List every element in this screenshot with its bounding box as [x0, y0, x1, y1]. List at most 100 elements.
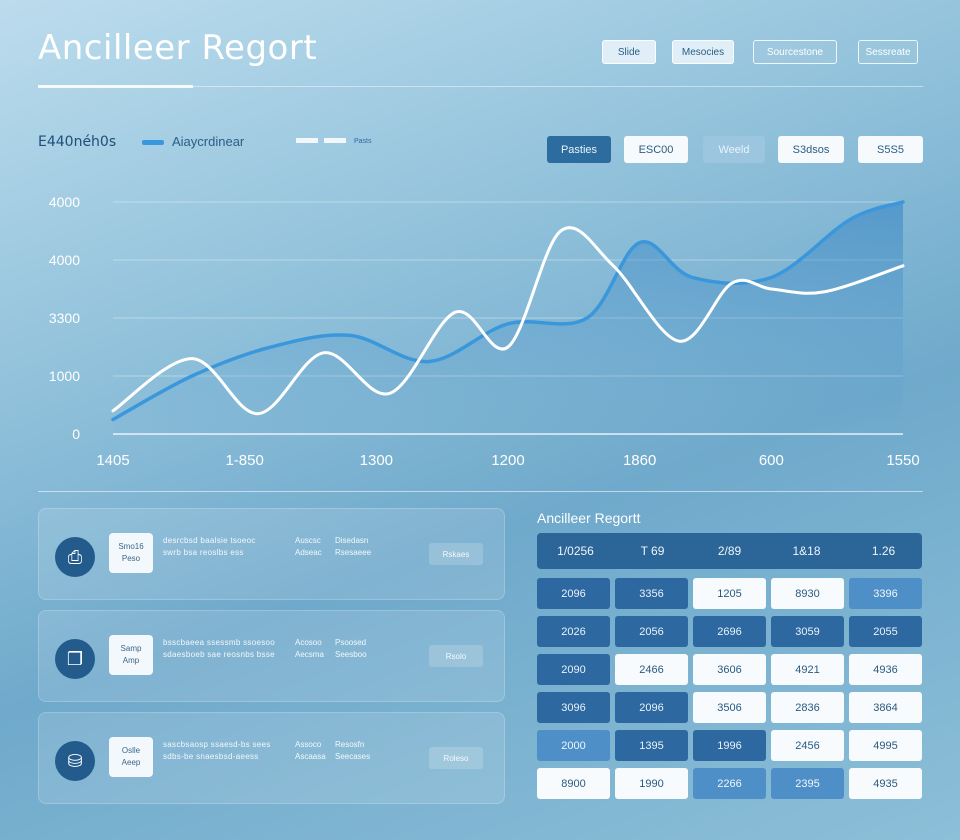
table-cell[interactable]: 2696	[693, 616, 766, 647]
table-cell[interactable]: 2090	[537, 654, 610, 685]
table-cell[interactable]: 3096	[537, 692, 610, 723]
x-tick-label: 1300	[360, 452, 393, 469]
table-cell[interactable]: 2395	[771, 768, 844, 799]
card-chip: Samp Amp	[109, 635, 153, 675]
card-text-line: sdaesboeb sae reosnbs bsse	[163, 650, 275, 659]
series-area	[113, 202, 903, 434]
y-tick-label: 3300	[49, 310, 80, 326]
card-description: desrcbsd baalsie tsoeoc swrb bsa reoslbs…	[163, 535, 383, 559]
table-cell[interactable]: 2266	[693, 768, 766, 799]
table-cell[interactable]: 3864	[849, 692, 922, 723]
data-table: 1/0256 T 69 2/89 1&18 1.26 2096 3356 1205 8…	[537, 533, 922, 806]
table-cell[interactable]: 4935	[849, 768, 922, 799]
filter-weeld[interactable]: Weeld	[703, 136, 765, 163]
x-tick-label: 600	[759, 452, 784, 469]
table-header-cell[interactable]: 2/89	[717, 544, 742, 558]
table-header-cell[interactable]: 1/0256	[557, 544, 594, 558]
x-tick-label: 1-850	[225, 452, 263, 469]
table-header-cell[interactable]: T 69	[640, 544, 665, 558]
table-cell[interactable]: 3506	[693, 692, 766, 723]
filter-esc00[interactable]: ESC00	[624, 136, 688, 163]
legend-label: Aiaycrdinear	[172, 134, 245, 149]
table-cell[interactable]: 4995	[849, 730, 922, 761]
table-cell[interactable]: 2026	[537, 616, 610, 647]
table-cell[interactable]: 2096	[537, 578, 610, 609]
table-row: 2026 2056 2696 3059 2055	[537, 616, 922, 647]
card-column: Acosoo Aecsma	[295, 637, 324, 661]
table-cell[interactable]: 2096	[615, 692, 688, 723]
table-cell[interactable]: 2466	[615, 654, 688, 685]
card-chip-line: Amp	[122, 656, 140, 665]
table-cell[interactable]: 1205	[693, 578, 766, 609]
card-chip-line: Peso	[121, 554, 141, 563]
card-text-line: Ascaasa	[295, 752, 326, 761]
series-line-blue	[111, 200, 905, 422]
table-cell[interactable]: 1395	[615, 730, 688, 761]
table-cell[interactable]: 2000	[537, 730, 610, 761]
table-cell[interactable]: 3606	[693, 654, 766, 685]
y-tick-label: 0	[72, 426, 80, 442]
table-cell[interactable]: 3059	[771, 616, 844, 647]
sessreate-button[interactable]: Sessreate	[858, 40, 918, 64]
card-text-line: Seesboo	[335, 650, 367, 659]
card-column: Resosfn Seecases	[335, 739, 370, 763]
table-cell[interactable]: 2056	[615, 616, 688, 647]
card-text-line: Psoosed	[335, 638, 367, 647]
card-text-line: Adseac	[295, 548, 322, 557]
card-text-line: Auscsc	[295, 536, 321, 545]
summary-card[interactable]: ⛁ Oslle Aeep sascbsaosp ssaesd-bs sees s…	[38, 712, 505, 804]
card-text-line: Acosoo	[295, 638, 322, 647]
card-text-line: bsscbaeea ssessmb ssoesoo	[163, 638, 275, 647]
table-cell[interactable]: 8900	[537, 768, 610, 799]
printer-icon: ⎙	[55, 537, 95, 577]
table-cell[interactable]: 3396	[849, 578, 922, 609]
card-action-button[interactable]: Roleso	[429, 747, 483, 769]
card-column: Disedasn Rsesaeee	[335, 535, 371, 559]
card-text-line: Rsesaeee	[335, 548, 372, 557]
chart-header: E440néh0s Aiaycrdinear Pasts	[38, 132, 398, 152]
table-cell[interactable]: 2836	[771, 692, 844, 723]
table-cell[interactable]: 1996	[693, 730, 766, 761]
card-chip-line: Aeep	[121, 758, 141, 767]
card-description: sascbsaosp ssaesd-bs sees sdbs-be snaesb…	[163, 739, 383, 763]
card-action-button[interactable]: Rskaes	[429, 543, 483, 565]
slide-button[interactable]: Slide	[602, 40, 656, 64]
report-title: Ancilleer Regort	[38, 28, 318, 68]
card-chip: Oslle Aeep	[109, 737, 153, 777]
filter-s3dsos[interactable]: S3dsos	[778, 136, 844, 163]
table-cell[interactable]: 8930	[771, 578, 844, 609]
summary-card[interactable]: ⎙ Smo16 Peso desrcbsd baalsie tsoeoc swr…	[38, 508, 505, 600]
title-divider	[38, 86, 923, 87]
card-text-line: Assoco	[295, 740, 322, 749]
mesocies-button[interactable]: Mesocies	[672, 40, 734, 64]
card-text-line: swrb bsa reoslbs ess	[163, 548, 244, 557]
sourcestone-button[interactable]: Sourcestone	[753, 40, 837, 64]
card-action-button[interactable]: Rsolo	[429, 645, 483, 667]
x-tick-label: 1200	[491, 452, 524, 469]
table-header-cell[interactable]: 1&18	[792, 544, 821, 558]
y-tick-label: 4000	[49, 194, 80, 210]
card-description: bsscbaeea ssessmb ssoesoo sdaesboeb sae …	[163, 637, 383, 661]
filter-pasties[interactable]: Pasties	[547, 136, 611, 163]
filter-s5s5[interactable]: S5S5	[858, 136, 923, 163]
table-cell[interactable]: 3356	[615, 578, 688, 609]
y-tick-label: 1000	[49, 368, 80, 384]
table-cell[interactable]: 4936	[849, 654, 922, 685]
table-header: 1/0256 T 69 2/89 1&18 1.26	[537, 533, 922, 569]
series-line-white	[111, 226, 905, 416]
table-cell[interactable]: 1990	[615, 768, 688, 799]
table-cell[interactable]: 4921	[771, 654, 844, 685]
card-text-line: Aecsma	[295, 650, 324, 659]
summary-card[interactable]: ❐ Samp Amp bsscbaeea ssessmb ssoesoo sda…	[38, 610, 505, 702]
legend-swatch	[142, 140, 164, 145]
table-row: 2090 2466 3606 4921 4936	[537, 654, 922, 685]
table-header-cell[interactable]: 1.26	[871, 544, 896, 558]
table-row: 2096 3356 1205 8930 3396	[537, 578, 922, 609]
table-cell[interactable]: 2456	[771, 730, 844, 761]
section-divider	[38, 491, 923, 492]
legend-mini-swatch	[296, 138, 318, 143]
card-chip-line: Smo16	[118, 542, 144, 551]
table-cell[interactable]: 2055	[849, 616, 922, 647]
table-row: 2000 1395 1996 2456 4995	[537, 730, 922, 761]
y-tick-label: 4000	[49, 252, 80, 268]
